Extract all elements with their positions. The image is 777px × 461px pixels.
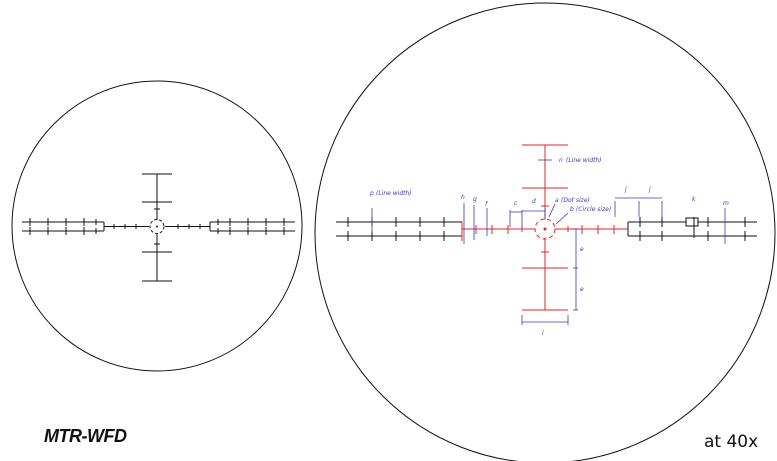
- dimension-lines: [371, 159, 726, 325]
- label-h: h: [461, 194, 465, 201]
- outer-bars: [336, 217, 757, 241]
- label-f: f: [485, 201, 488, 208]
- label-b: b: [570, 206, 574, 213]
- small-reticle: [11, 80, 303, 372]
- label-d: d: [532, 198, 536, 205]
- label-p: p: [369, 190, 374, 197]
- large-reticle-outline: [314, 2, 776, 461]
- label-e-1: e: [580, 246, 584, 253]
- label-j-2: j: [648, 186, 651, 193]
- magnification-note: at 40x: [704, 432, 759, 452]
- label-a-desc: (Dot size): [561, 197, 590, 204]
- small-reticle-outline: [11, 80, 303, 372]
- label-n: n: [559, 157, 563, 164]
- label-a: a: [555, 197, 559, 204]
- large-reticle: n (Line width) p (Line width) h g f c d …: [314, 2, 776, 461]
- label-g: g: [473, 196, 477, 203]
- label-i: i: [542, 330, 544, 337]
- label-p-desc: (Line width): [376, 190, 412, 197]
- label-n-desc: (Line width): [566, 157, 602, 164]
- label-b-desc: (Circle size): [576, 206, 611, 213]
- center-reticle: [461, 144, 628, 311]
- dimension-labels: n (Line width) p (Line width) h g f c d …: [369, 157, 729, 337]
- label-c: c: [514, 200, 518, 207]
- label-k: k: [692, 196, 696, 203]
- reticle-name: MTR-WFD: [44, 426, 127, 446]
- label-j-1: j: [624, 186, 627, 193]
- label-m: m: [723, 200, 729, 207]
- label-e-2: e: [580, 286, 584, 293]
